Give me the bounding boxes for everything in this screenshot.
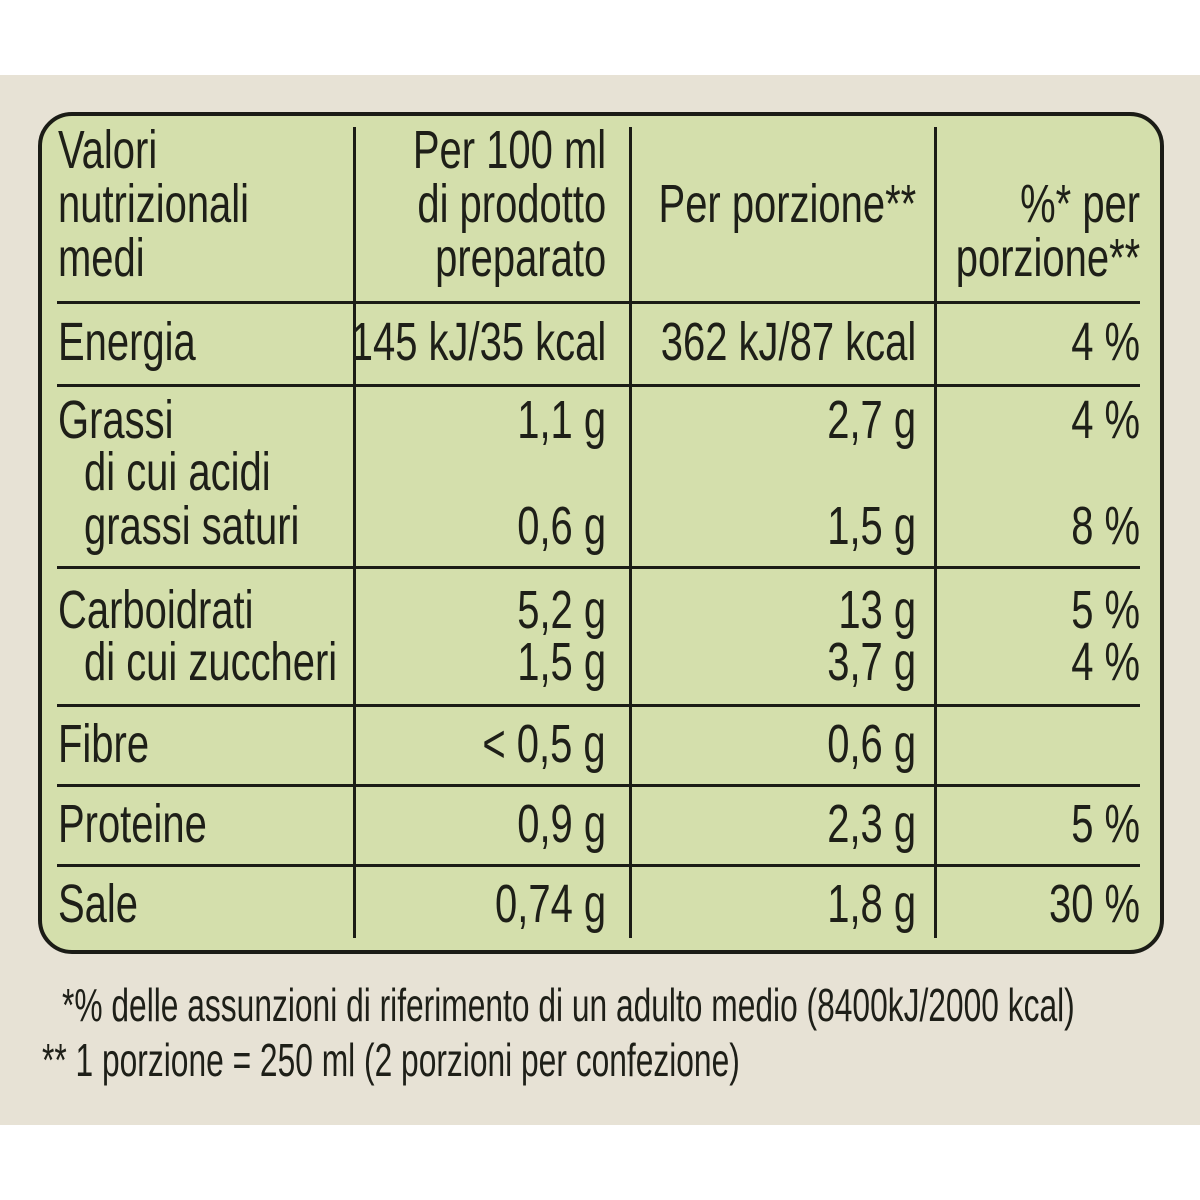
cell-portion: 3,7 g <box>827 632 916 692</box>
row-divider <box>57 301 1140 304</box>
header-col2-line1: Per 100 ml <box>412 120 606 180</box>
cell-per100: 0,9 g <box>517 794 606 854</box>
cell-per100: 1,1 g <box>517 390 606 450</box>
header-col2-line3: preparato <box>434 228 606 288</box>
nutrition-table <box>38 112 1164 954</box>
row-label-fibre: Fibre <box>58 714 150 774</box>
row-label-sale: Sale <box>58 874 138 934</box>
row-divider <box>57 864 1140 867</box>
row-label-carboidrati: Carboidrati <box>58 580 254 640</box>
row-label-proteine: Proteine <box>58 794 207 854</box>
cell-pct: 4 % <box>1071 390 1140 450</box>
cell-portion: 2,7 g <box>827 390 916 450</box>
cell-pct: 5 % <box>1071 794 1140 854</box>
header-col4-line2: porzione** <box>955 228 1140 288</box>
row-label-energia: Energia <box>58 312 196 372</box>
cell-per100: 1,5 g <box>517 632 606 692</box>
cell-portion: 2,3 g <box>827 794 916 854</box>
cell-portion: 1,8 g <box>827 874 916 934</box>
row-label-saturi-line2: grassi saturi <box>84 496 300 556</box>
row-divider <box>57 384 1140 387</box>
row-label-grassi: Grassi <box>58 390 174 450</box>
footnote-portion-size: ** 1 porzione = 250 ml (2 porzioni per c… <box>42 1034 740 1086</box>
header-col1-line2: nutrizionali <box>58 174 250 234</box>
row-divider <box>57 784 1140 787</box>
column-divider <box>629 127 632 938</box>
row-divider <box>57 704 1140 707</box>
cell-pct: 30 % <box>1048 874 1140 934</box>
row-label-zuccheri: di cui zuccheri <box>84 632 338 692</box>
cell-portion: 0,6 g <box>827 714 916 774</box>
cell-pct: 8 % <box>1071 496 1140 556</box>
cell-per100: 145 kJ/35 kcal <box>350 312 606 372</box>
column-divider <box>934 127 937 938</box>
cell-per100: < 0,5 g <box>482 714 606 774</box>
cell-pct: 5 % <box>1071 580 1140 640</box>
footnote-reference-intake: *% delle assunzioni di riferimento di un… <box>62 979 1075 1031</box>
cell-pct: 4 % <box>1071 312 1140 372</box>
header-col2-line2: di prodotto <box>417 174 606 234</box>
cell-per100: 0,74 g <box>494 874 606 934</box>
header-col3: Per porzione** <box>658 174 916 234</box>
header-col1-line3: medi <box>58 228 145 288</box>
header-col4-line1: %* per <box>1020 174 1140 234</box>
cell-pct: 4 % <box>1071 632 1140 692</box>
cell-portion: 1,5 g <box>827 496 916 556</box>
header-col1-line1: Valori <box>58 120 158 180</box>
cell-portion: 13 g <box>838 580 916 640</box>
cell-per100: 5,2 g <box>517 580 606 640</box>
column-divider <box>353 127 356 938</box>
row-label-saturi-line1: di cui acidi <box>84 442 271 502</box>
row-divider <box>57 566 1140 569</box>
cell-per100: 0,6 g <box>517 496 606 556</box>
cell-portion: 362 kJ/87 kcal <box>660 312 916 372</box>
